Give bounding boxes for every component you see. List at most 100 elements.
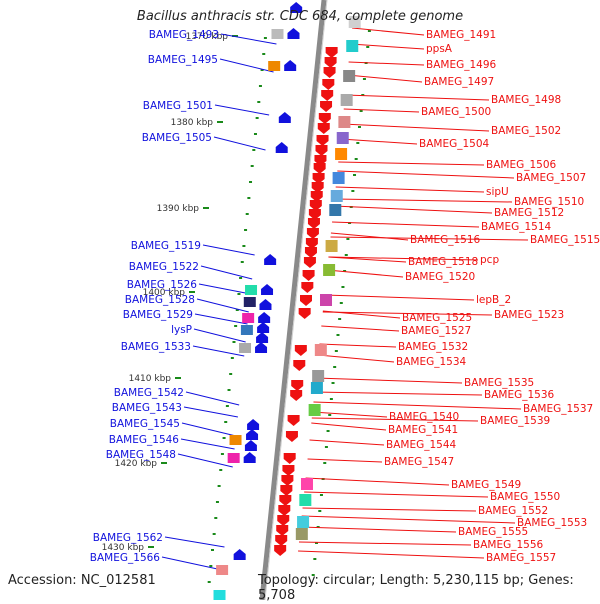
genome-backbone	[259, 0, 327, 601]
left-callout-line	[185, 391, 240, 406]
right-callout-line	[309, 439, 385, 446]
feature-box	[297, 516, 310, 528]
reverse-gene-arrow	[278, 112, 291, 123]
forward-gene-arrow	[309, 200, 322, 211]
inner-ring-dot	[220, 453, 224, 455]
inner-ring-dot	[253, 133, 257, 135]
feature-box	[216, 565, 229, 575]
gene-label-right: BAMEG_1547	[384, 456, 454, 468]
right-callout-line	[330, 232, 409, 241]
gene-label-left: BAMEG_1526	[127, 279, 198, 291]
right-callout-line	[340, 138, 418, 145]
outer-ring-dot	[318, 510, 322, 512]
gene-label-right: BAMEG_1506	[486, 159, 557, 171]
right-callout-line	[342, 123, 490, 132]
gene-label-left: BAMEG_1529	[123, 309, 193, 321]
forward-gene-arrow	[315, 145, 328, 156]
right-callout-line	[315, 377, 463, 384]
feature-box	[332, 172, 345, 184]
outer-ring-dot	[367, 30, 371, 32]
outer-ring-dot	[331, 382, 335, 384]
gene-label-left: BAMEG_1519	[131, 240, 201, 252]
gene-label-right: BAMEG_1527	[401, 325, 471, 337]
gene-label-right: BAMEG_1534	[396, 356, 467, 368]
tick-layer: 1370 kbp 1380 kbp 1390 kbp 1400 kbp 1410 kbp…	[102, 30, 371, 583]
gene-label-left: lysP	[171, 324, 192, 336]
gene-label-left: BAMEG_1548	[106, 449, 176, 461]
accession-text: Accession: NC_012581	[8, 573, 156, 588]
gene-label-left: BAMEG_1562	[93, 532, 163, 544]
gene-label-right: BAMEG_1550	[490, 491, 560, 503]
forward-gene-arrow	[313, 163, 326, 174]
forward-gene-arrow	[285, 431, 298, 442]
inner-ring-dot	[240, 261, 244, 263]
gene-label-right: BAMEG_1544	[386, 439, 457, 451]
outer-ring-dot	[344, 254, 348, 256]
inner-ring-dot	[245, 213, 249, 215]
feature-box	[227, 453, 240, 463]
gene-label-right: BAMEG_1516	[410, 234, 481, 246]
forward-gene-arrow	[304, 247, 317, 258]
gene-label-left: BAMEG_1542	[114, 387, 184, 399]
right-callout-line	[324, 294, 475, 301]
feature-box	[323, 264, 336, 276]
outer-ring-dot	[357, 126, 361, 128]
inner-ring-dot	[244, 229, 248, 231]
right-callout-line	[332, 221, 480, 228]
inner-ring-dot	[232, 341, 236, 343]
forward-gene-arrow	[308, 209, 321, 220]
gene-label-left: BAMEG_1566	[90, 552, 161, 564]
inner-ring-dot	[255, 117, 259, 119]
outer-ring-dot	[311, 574, 315, 576]
left-callout-line	[161, 556, 223, 571]
right-callout-line	[335, 186, 485, 193]
feature-box	[329, 204, 342, 216]
outer-ring-dot	[359, 110, 363, 112]
feature-box	[314, 344, 327, 356]
feature-box	[213, 590, 226, 600]
reverse-gene-arrow	[257, 322, 270, 333]
right-callout-line	[338, 161, 485, 166]
gene-label-right: BAMEG_1500	[421, 106, 491, 118]
feature-box	[340, 94, 353, 106]
right-callout-line	[347, 74, 423, 83]
left-callout-line	[193, 328, 246, 343]
forward-gene-arrow	[298, 308, 311, 319]
right-callout-line	[321, 325, 400, 332]
right-callout-line	[327, 269, 404, 278]
left-callout-line	[192, 345, 245, 357]
right-callout-line	[311, 422, 387, 431]
topology-text: Topology: circular; Length: 5,230,115 bp…	[258, 573, 574, 603]
right-callout-line	[301, 515, 516, 524]
right-callout-line	[319, 343, 397, 348]
right-callout-line	[307, 458, 383, 463]
forward-gene-arrow	[281, 475, 294, 486]
label-layer: BAMEG_1491 ppsA BAMEG_1496 BAMEG_1497 BAMEG_…	[90, 29, 600, 564]
feature-box	[242, 313, 255, 323]
reverse-gene-arrow	[284, 60, 297, 71]
reverse-gene-arrow	[261, 284, 274, 295]
right-callout-line	[348, 61, 425, 66]
forward-gene-arrow	[276, 525, 289, 536]
right-callout-line	[345, 94, 490, 101]
outer-ring-dot	[333, 366, 337, 368]
inner-ring-dot	[252, 149, 256, 151]
gene-label-right: BAMEG_1553	[517, 517, 587, 529]
gene-label-right: BAMEG_1498	[491, 94, 561, 106]
inner-ring-dot	[234, 325, 238, 327]
inner-ring-dot	[263, 37, 267, 39]
outer-ring-dot	[336, 334, 340, 336]
forward-gene-arrow	[280, 485, 293, 496]
reverse-gene-arrow	[259, 299, 272, 310]
feature-box	[229, 435, 242, 445]
forward-gene-arrow	[312, 173, 325, 184]
feature-box	[346, 40, 359, 52]
right-callout-line	[300, 526, 457, 533]
gene-label-right: BAMEG_1541	[388, 424, 458, 436]
feature-box	[239, 343, 252, 353]
outer-ring-dot	[361, 94, 365, 96]
feature-box	[343, 70, 356, 82]
forward-gene-arrow	[274, 545, 287, 556]
forward-gene-arrow	[293, 360, 306, 371]
feature-box	[320, 294, 332, 306]
